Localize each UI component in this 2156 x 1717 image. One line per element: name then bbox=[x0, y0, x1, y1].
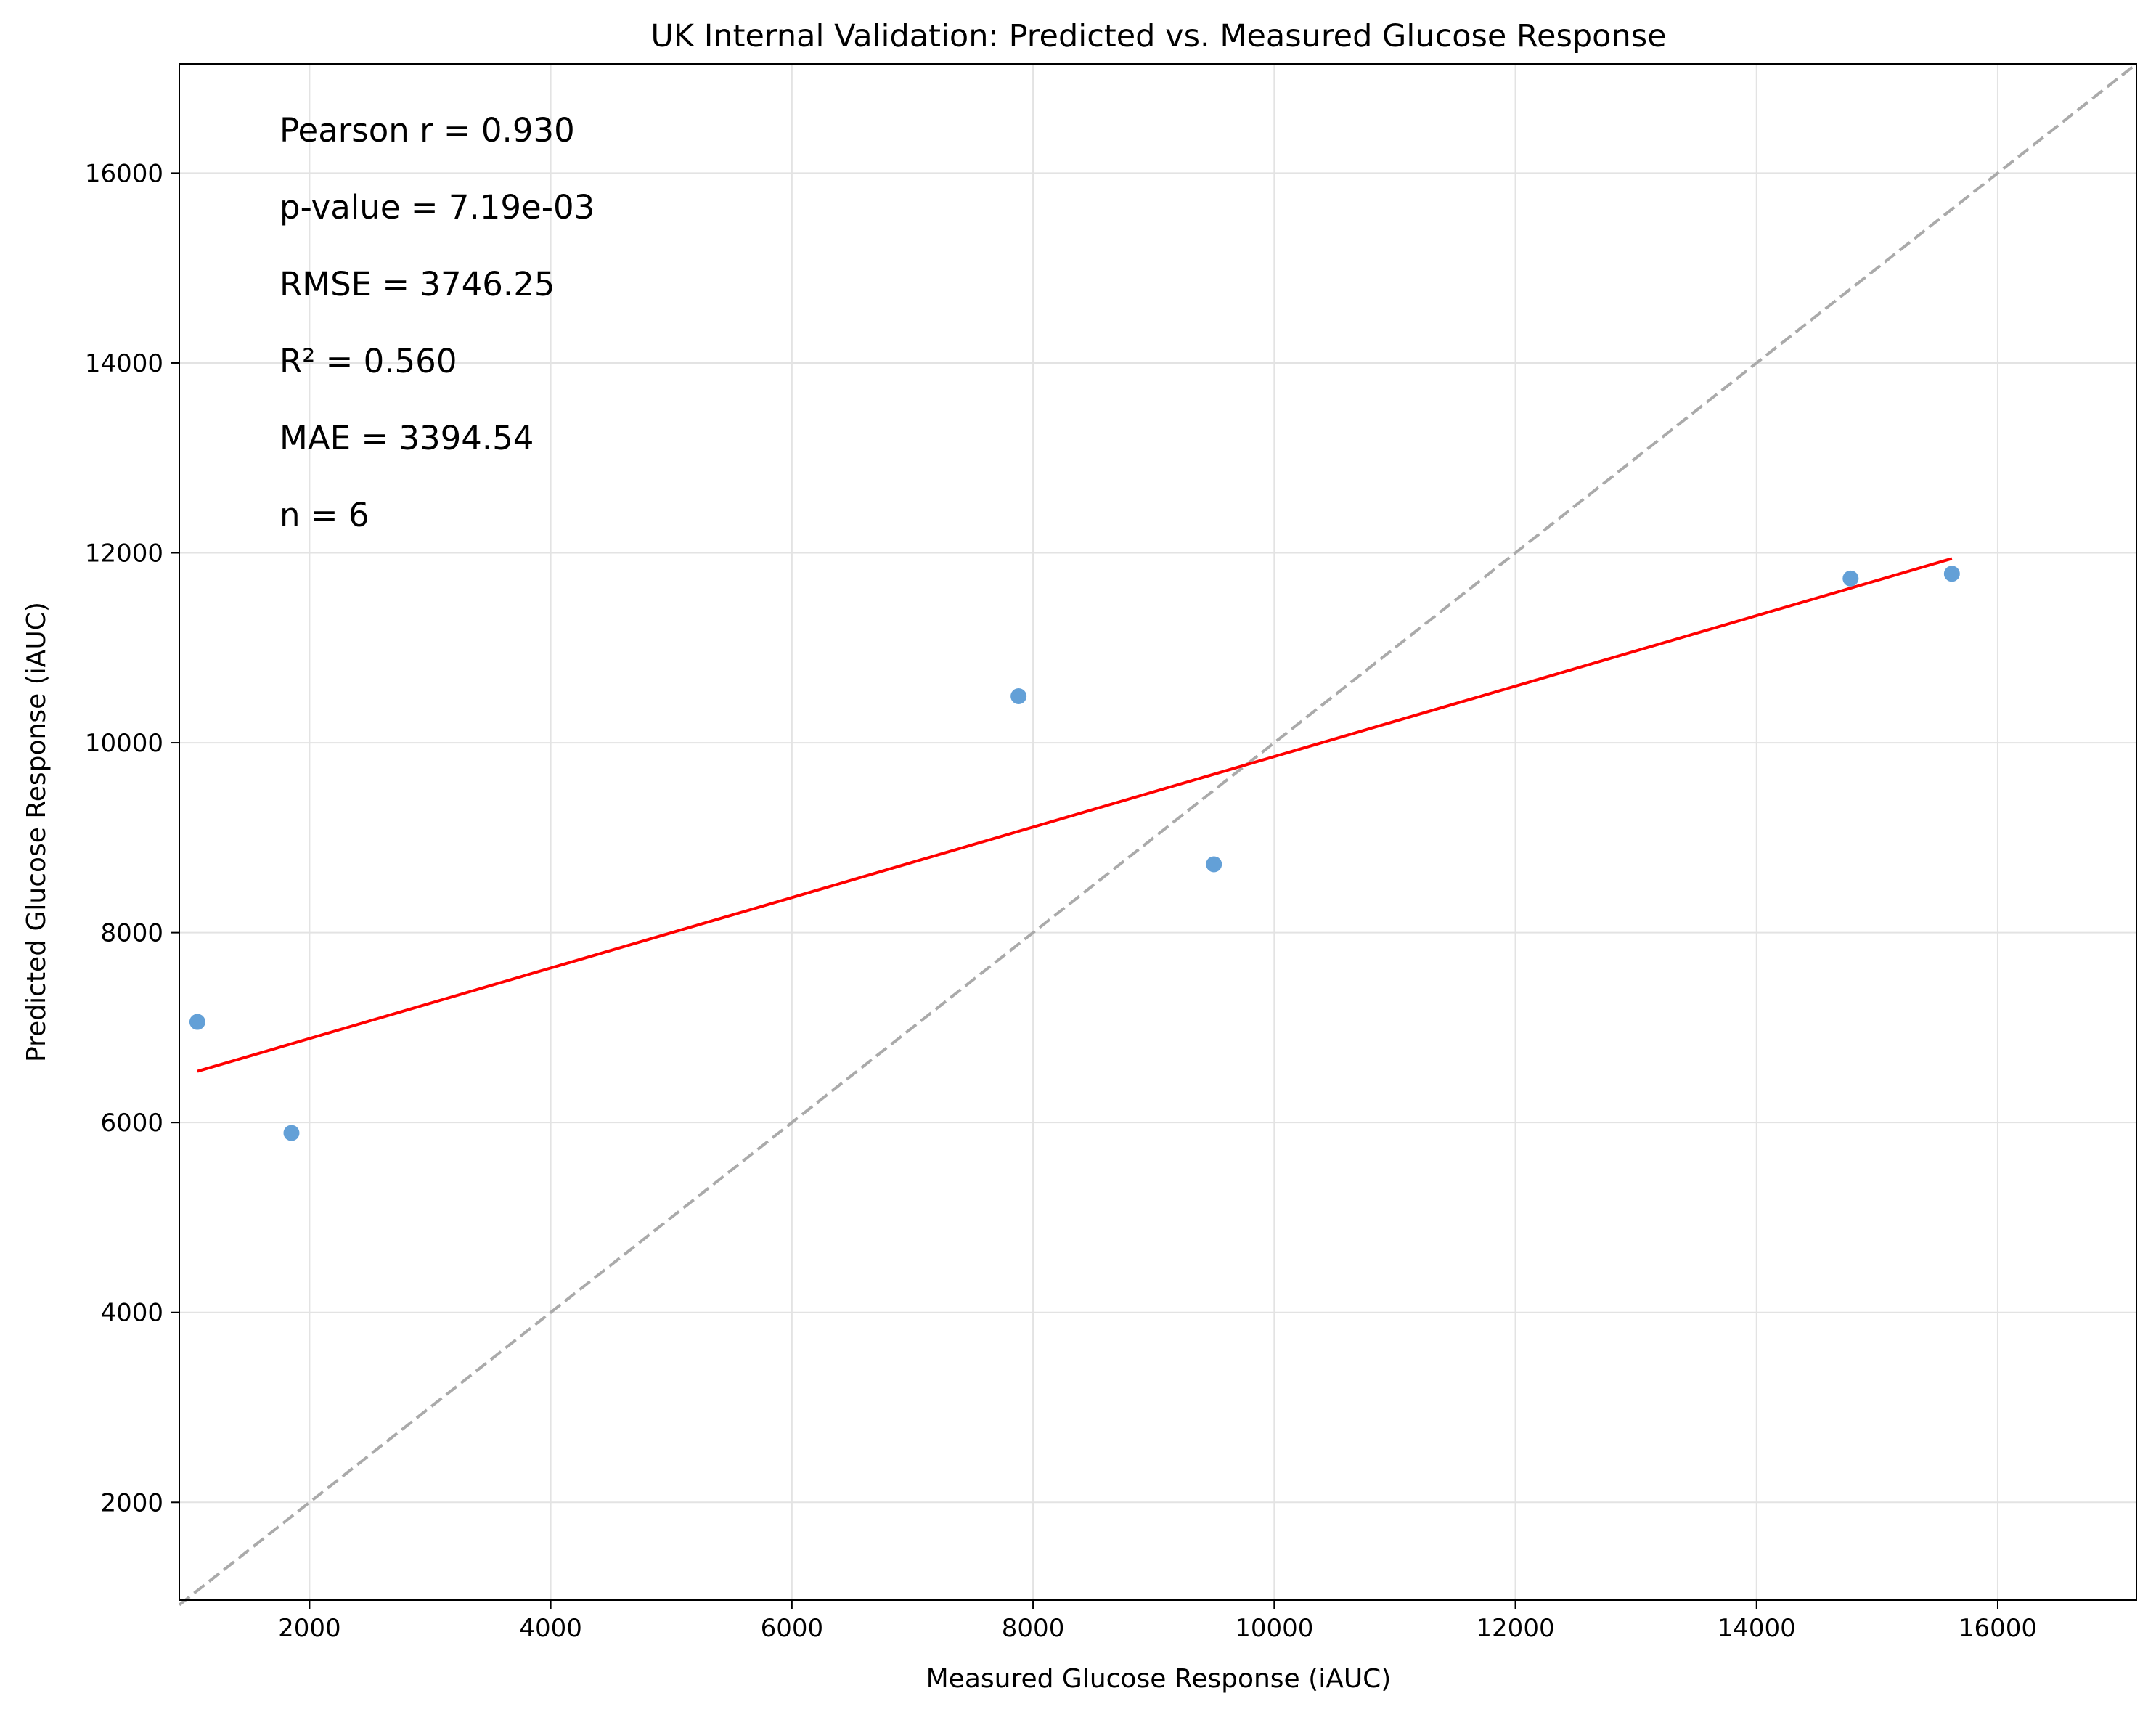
annotation-mae: MAE = 3394.54 bbox=[279, 419, 534, 457]
y-tick-label-4: 10000 bbox=[85, 729, 163, 758]
annotation-rmse: RMSE = 3746.25 bbox=[279, 265, 555, 303]
x-tick-label-3: 8000 bbox=[1002, 1614, 1065, 1643]
data-point-2 bbox=[1010, 688, 1027, 704]
y-tick-label-7: 16000 bbox=[85, 159, 163, 188]
chart-title: UK Internal Validation: Predicted vs. Me… bbox=[650, 18, 1666, 54]
fit-line-layer bbox=[197, 557, 1953, 1073]
plot-frame bbox=[179, 63, 2137, 1601]
y-tick-label-6: 14000 bbox=[85, 349, 163, 378]
data-point-1 bbox=[283, 1125, 300, 1141]
regression-line bbox=[197, 557, 1953, 1073]
y-tick-label-3: 8000 bbox=[100, 919, 163, 948]
y-tick-label-0: 2000 bbox=[100, 1488, 163, 1517]
x-tick-label-0: 2000 bbox=[278, 1614, 341, 1643]
x-tick-label-7: 16000 bbox=[1959, 1614, 2037, 1643]
data-point-3 bbox=[1206, 856, 1222, 873]
data-point-0 bbox=[189, 1014, 205, 1030]
x-tick-label-4: 10000 bbox=[1235, 1614, 1313, 1643]
x-tick-label-6: 14000 bbox=[1718, 1614, 1796, 1643]
plot-area: Pearson r = 0.930 p-value = 7.19e-03 RMS… bbox=[178, 62, 2138, 1607]
x-axis-ticks: 2000 4000 6000 8000 10000 12000 14000 16000 bbox=[278, 1600, 2037, 1643]
data-point-5 bbox=[1943, 566, 1960, 582]
y-tick-label-2: 6000 bbox=[100, 1109, 163, 1138]
statistics-annotations: Pearson r = 0.930 p-value = 7.19e-03 RMS… bbox=[279, 111, 595, 534]
data-point-4 bbox=[1842, 570, 1859, 587]
grid bbox=[179, 64, 2136, 1600]
y-axis-label: Predicted Glucose Response (iAUC) bbox=[22, 602, 52, 1062]
annotation-r-squared: R² = 0.560 bbox=[279, 342, 457, 380]
annotation-n: n = 6 bbox=[279, 496, 369, 534]
y-tick-label-1: 4000 bbox=[100, 1299, 163, 1328]
annotation-pearson: Pearson r = 0.930 bbox=[279, 111, 575, 150]
x-tick-label-2: 6000 bbox=[761, 1614, 824, 1643]
y-axis-ticks: 2000 4000 6000 8000 10000 12000 14000 16000 bbox=[85, 159, 179, 1517]
data-points bbox=[189, 566, 1960, 1141]
x-tick-label-5: 12000 bbox=[1476, 1614, 1554, 1643]
x-axis-label: Measured Glucose Response (iAUC) bbox=[926, 1664, 1392, 1694]
x-tick-label-1: 4000 bbox=[519, 1614, 582, 1643]
y-tick-label-5: 12000 bbox=[85, 539, 163, 568]
annotation-p-value: p-value = 7.19e-03 bbox=[279, 188, 595, 227]
